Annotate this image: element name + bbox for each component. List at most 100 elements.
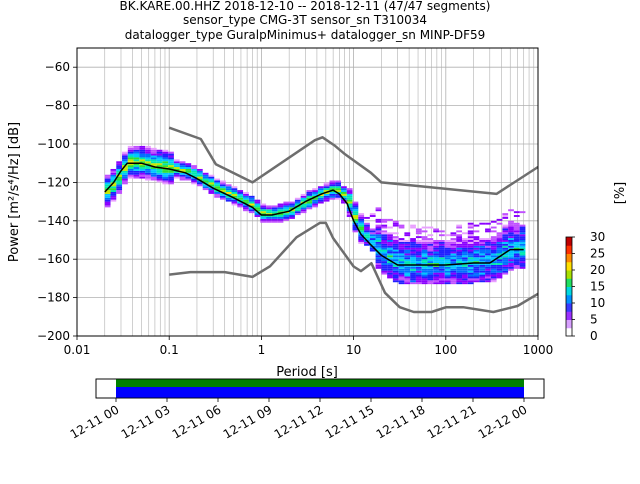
pdf-cell	[127, 176, 134, 179]
pdf-cell	[519, 247, 526, 250]
colorbar-swatch	[566, 303, 572, 306]
pdf-cell	[214, 180, 221, 183]
pdf-cell	[490, 272, 497, 275]
pdf-cell	[415, 245, 422, 248]
pdf-cell	[364, 236, 370, 239]
pdf-cell	[450, 232, 457, 235]
colorbar-swatch	[566, 273, 572, 276]
pdf-cell	[427, 249, 434, 252]
pdf-cell	[508, 266, 514, 269]
pdf-cell	[438, 266, 445, 269]
pdf-cell	[444, 240, 451, 242]
colorbar-swatch	[566, 284, 572, 287]
pdf-cell	[294, 207, 301, 210]
pdf-cell	[456, 278, 463, 281]
pdf-cell	[145, 157, 151, 160]
pdf-cell	[467, 278, 474, 281]
pdf-cell	[271, 220, 278, 223]
pdf-cell	[467, 253, 474, 256]
pdf-cell	[496, 257, 503, 260]
pdf-cell	[450, 259, 457, 262]
pdf-cell	[513, 249, 520, 252]
x-tick-label: 1000	[523, 343, 554, 357]
pdf-cell	[110, 178, 117, 181]
pdf-cell	[248, 211, 255, 214]
pdf-cell	[162, 180, 169, 183]
pdf-cell	[410, 243, 416, 246]
pdf-cell	[433, 282, 439, 285]
pdf-cell	[490, 276, 497, 279]
colorbar-swatch	[566, 291, 572, 294]
pdf-cell	[289, 213, 295, 216]
pdf-cell	[381, 264, 388, 267]
pdf-cell	[462, 240, 468, 242]
pdf-cell	[462, 257, 468, 260]
pdf-cell	[220, 190, 226, 192]
pdf-cell	[179, 165, 186, 168]
pdf-cell	[450, 245, 457, 248]
pdf-cell	[202, 180, 209, 183]
colorbar-label: [%]	[613, 182, 628, 205]
pdf-cell	[306, 201, 313, 204]
pdf-cell	[467, 280, 474, 283]
pdf-cell	[479, 249, 486, 252]
pdf-cell	[490, 280, 497, 283]
pdf-cell	[456, 259, 463, 262]
pdf-cell	[513, 253, 520, 256]
pdf-cell	[358, 222, 365, 225]
pdf-cell	[185, 174, 192, 177]
pdf-cell	[438, 253, 445, 256]
pdf-cell	[438, 255, 445, 258]
pdf-cell	[404, 272, 411, 275]
pdf-cell	[427, 274, 434, 277]
pdf-cell	[220, 180, 226, 183]
pdf-cell	[312, 193, 318, 196]
pdf-cell	[225, 190, 232, 192]
title-line-1: BK.KARE.00.HHZ 2018-12-10 -- 2018-12-11 …	[120, 0, 491, 13]
pdf-cell	[404, 274, 411, 277]
pdf-cell	[433, 276, 439, 279]
pdf-cell	[150, 174, 157, 177]
pdf-cell	[104, 180, 111, 183]
pdf-cell	[225, 199, 232, 202]
pdf-cell	[444, 253, 451, 256]
pdf-cell	[283, 209, 290, 212]
pdf-cell	[438, 249, 445, 252]
pdf-cell	[387, 253, 393, 256]
pdf-cell	[462, 272, 468, 275]
timebar-coverage-blue	[116, 387, 524, 398]
pdf-cell	[104, 190, 111, 192]
pdf-cell	[490, 249, 497, 252]
pdf-cell	[404, 278, 411, 281]
pdf-cell	[369, 238, 376, 240]
pdf-cell	[237, 190, 244, 192]
pdf-cell	[519, 245, 526, 248]
pdf-cell	[427, 241, 434, 244]
pdf-cell	[387, 268, 393, 271]
pdf-cell	[485, 264, 491, 267]
colorbar-swatch	[566, 286, 572, 289]
pdf-cell	[479, 245, 486, 248]
pdf-cell	[162, 168, 169, 171]
timebar-tick-label: 12-11 06	[170, 402, 224, 441]
pdf-cell	[381, 257, 388, 260]
pdf-cell	[479, 270, 486, 273]
pdf-cell	[352, 203, 359, 206]
pdf-cell	[513, 241, 520, 244]
pdf-cell	[438, 240, 445, 242]
pdf-cell	[110, 193, 117, 196]
pdf-cell	[427, 266, 434, 269]
pdf-cell	[404, 232, 411, 235]
pdf-cell	[421, 230, 428, 233]
pdf-cell	[427, 247, 434, 250]
colorbar-swatch	[566, 307, 572, 311]
pdf-cell	[456, 268, 463, 271]
pdf-cell	[444, 243, 451, 246]
pdf-cell	[104, 203, 111, 206]
pdf-cell	[513, 247, 520, 250]
pdf-cell	[375, 255, 382, 258]
timebar-coverage-green	[116, 379, 524, 387]
pdf-cell	[519, 232, 526, 235]
pdf-cell	[375, 220, 382, 223]
pdf-cell	[502, 257, 509, 260]
